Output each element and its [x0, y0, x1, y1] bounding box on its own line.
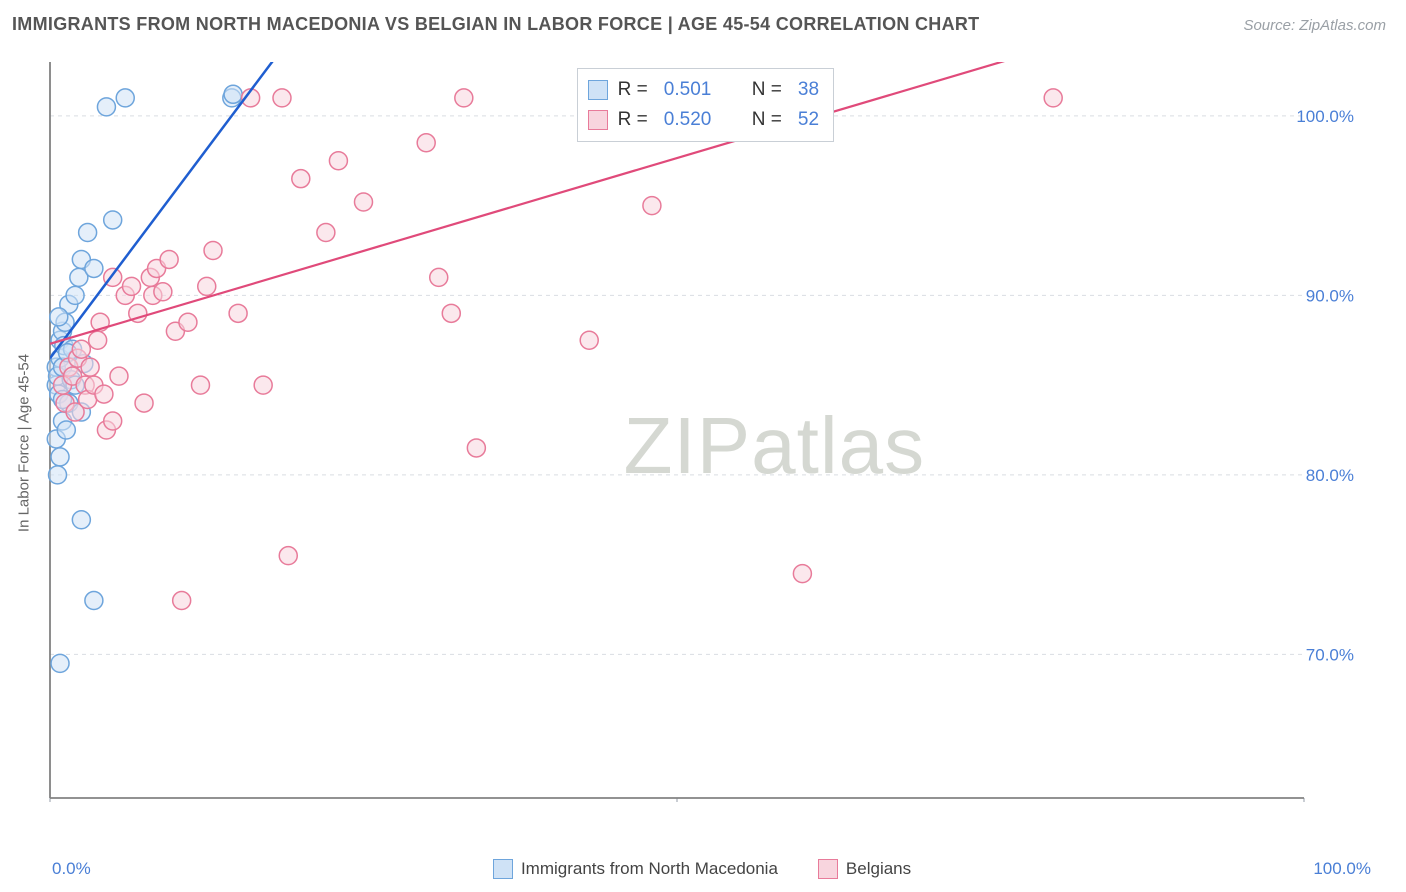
legend-swatch-series2 — [818, 859, 838, 879]
svg-text:70.0%: 70.0% — [1306, 645, 1354, 664]
svg-text:90.0%: 90.0% — [1306, 286, 1354, 305]
svg-text:100.0%: 100.0% — [1296, 107, 1354, 126]
legend-item-series2: Belgians — [818, 859, 911, 879]
y-axis-label: In Labor Force | Age 45-54 — [16, 354, 33, 532]
scatter-plot: 70.0% 80.0% 90.0% 100.0% — [42, 58, 1364, 802]
chart-title: IMMIGRANTS FROM NORTH MACEDONIA VS BELGI… — [12, 14, 979, 35]
bottom-axis-legend: 0.0% Immigrants from North Macedonia Bel… — [0, 854, 1406, 884]
correlation-legend-box: R =0.501N =38R =0.520N =52 — [577, 68, 834, 142]
correlation-row: R =0.520N =52 — [588, 105, 819, 135]
series-legend: Immigrants from North Macedonia Belgians — [493, 859, 911, 879]
correlation-row: R =0.501N =38 — [588, 75, 819, 105]
legend-item-series1: Immigrants from North Macedonia — [493, 859, 778, 879]
x-axis-max-label: 100.0% — [1313, 859, 1371, 879]
legend-label-series2: Belgians — [846, 859, 911, 879]
legend-label-series1: Immigrants from North Macedonia — [521, 859, 778, 879]
source-attribution: Source: ZipAtlas.com — [1243, 17, 1386, 34]
title-row: IMMIGRANTS FROM NORTH MACEDONIA VS BELGI… — [12, 14, 1386, 35]
legend-swatch-series1 — [493, 859, 513, 879]
svg-text:80.0%: 80.0% — [1306, 466, 1354, 485]
x-axis-min-label: 0.0% — [52, 859, 91, 879]
plot-area: In Labor Force | Age 45-54 70.0%80.0%90.… — [42, 58, 1386, 828]
